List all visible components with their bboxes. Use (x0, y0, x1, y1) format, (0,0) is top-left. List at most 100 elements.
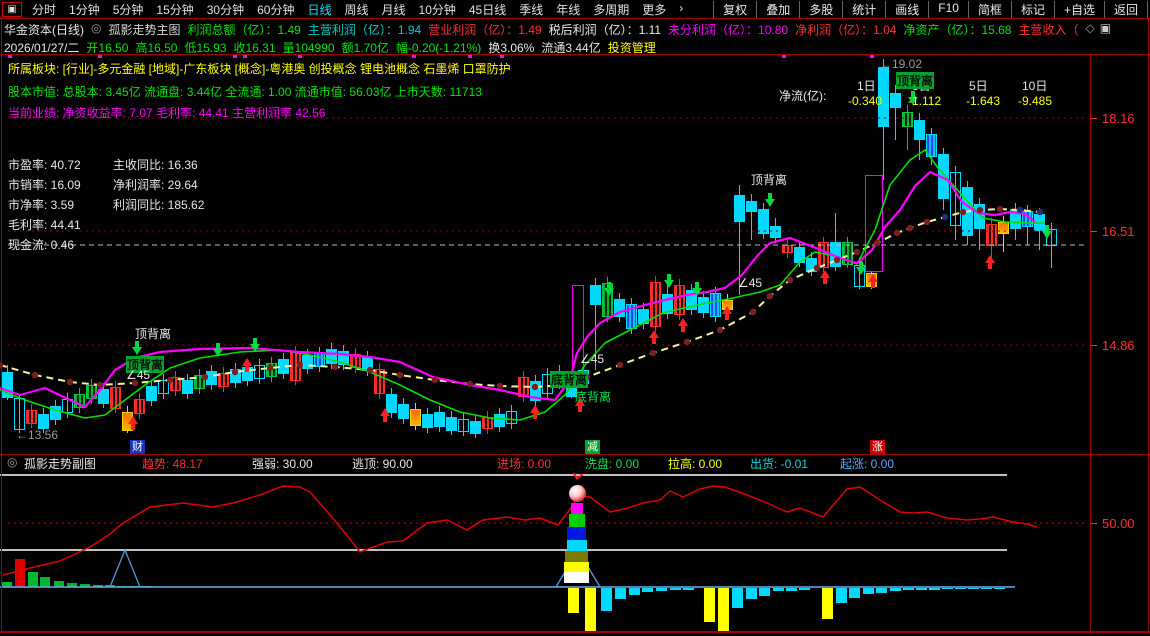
menu-item-季线[interactable]: 季线 (519, 2, 544, 17)
candle (50, 406, 61, 420)
volume-bar (40, 577, 50, 587)
candle-wick (511, 405, 512, 429)
candle (662, 294, 673, 314)
menu-button-+自选[interactable]: +自选 (1053, 0, 1104, 18)
signal-stack-block (564, 572, 589, 583)
menu-item-5分钟[interactable]: 5分钟 (112, 2, 144, 17)
sell-arrow-icon (664, 274, 674, 288)
subchart-value: 趋势: 48.17 (142, 457, 203, 471)
signal-dot (500, 54, 504, 58)
sell-arrow-icon (250, 338, 260, 352)
financial-value: 主营利润（亿）：1.94 (307, 23, 422, 37)
ratio-label: 市盈率: 40.72 (8, 158, 81, 172)
flow-bar-cyan (615, 588, 626, 599)
signal-stack-block (565, 551, 588, 562)
menu-item-45日线[interactable]: 45日线 (468, 2, 507, 17)
menu-item-日线[interactable]: 日线 (307, 2, 332, 17)
menu-item-月线[interactable]: 月线 (381, 2, 406, 17)
menu-item-15分钟[interactable]: 15分钟 (156, 2, 194, 17)
buy-arrow-icon (242, 358, 252, 372)
stock-title[interactable]: 华金资本(日线) (4, 23, 84, 37)
menu-button-统计[interactable]: 统计 (842, 0, 885, 18)
financial-segments: 利润总额（亿）：1.49 主营利润（亿）：1.94 营业利润（亿）：1.49 税后利润… (188, 21, 1079, 38)
volume-bar (54, 581, 64, 587)
flow-bar-yellow (718, 588, 729, 632)
signal-dot (233, 54, 237, 58)
ratio-label: 市销率: 16.09 (8, 178, 81, 192)
flow-bar-cyan (629, 588, 640, 595)
menu-button-F10[interactable]: F10 (928, 0, 968, 18)
menu-item-更多[interactable]: 更多 (642, 2, 667, 17)
ohlc-row: 2026/01/27/二 开16.50 高16.50 低15.93 收16.31 量104… (4, 39, 656, 56)
event-marker-减[interactable]: 减 (585, 440, 600, 454)
volume-bar (2, 582, 12, 587)
subchart-dropdown-icon[interactable]: ◎ (7, 455, 18, 469)
candle (170, 377, 181, 391)
menu-item-周线[interactable]: 周线 (344, 2, 369, 17)
menu-item-30分钟[interactable]: 30分钟 (206, 2, 245, 17)
annotation: ∠45 (126, 368, 151, 382)
candle-wick (463, 413, 464, 436)
panel-corner-icon[interactable]: ▣ (1099, 21, 1112, 35)
annotation: 底背离 (550, 371, 589, 388)
menu-item-分时[interactable]: 分时 (32, 2, 57, 17)
subchart-value: 进场: 0.00 (497, 457, 552, 471)
event-marker-财[interactable]: 财 (130, 440, 145, 454)
window-icon[interactable]: ▣ (2, 1, 22, 17)
candle (422, 414, 433, 428)
buy-arrow-icon (985, 255, 995, 269)
buy-arrow-icon (575, 398, 585, 412)
frame-line (0, 631, 1150, 633)
menu-item-年线[interactable]: 年线 (556, 2, 581, 17)
candle-wick (163, 374, 164, 399)
ohlc-value: 量104990 (282, 41, 335, 55)
menu-item-1分钟[interactable]: 1分钟 (69, 2, 100, 17)
signal-dot (8, 54, 12, 58)
indicator-dropdown-icon[interactable]: ◎ (91, 21, 102, 35)
candle (734, 195, 745, 222)
sell-arrow-icon (604, 282, 614, 296)
menu-button-画线[interactable]: 画线 (885, 0, 928, 18)
panel-icons[interactable]: ◇ ▣ (1085, 21, 1111, 38)
menu-more-arrow-icon[interactable]: › (679, 0, 684, 15)
buy-arrow-icon (649, 330, 659, 344)
frame-line (0, 54, 1150, 55)
menu-button-标记[interactable]: 标记 (1010, 0, 1054, 18)
candle (398, 404, 409, 419)
main-indicator-name[interactable]: 孤影走势主图 (108, 23, 181, 37)
candle-wick (19, 394, 20, 433)
event-marker-涨[interactable]: 涨 (870, 440, 885, 454)
menu-button-返回[interactable]: 返回 (1103, 0, 1148, 18)
menu-item-60分钟[interactable]: 60分钟 (257, 2, 295, 17)
candle (974, 204, 985, 229)
volume-bar (28, 572, 38, 587)
subchart-value: 拉高: 0.00 (668, 457, 723, 471)
financial-value: 税后利润（亿）：1.11 (548, 23, 662, 37)
financial-value: 营业利润（亿）：1.49 (428, 23, 542, 37)
buy-arrow-icon (722, 306, 732, 320)
menu-item-多周期[interactable]: 多周期 (593, 2, 630, 17)
flow-bar-cyan (799, 588, 810, 590)
menu-button-复权[interactable]: 复权 (713, 0, 756, 18)
stock-info-row: 华金资本(日线) ◎ 孤影走势主图 利润总额（亿）：1.49 主营利润（亿）：1.… (4, 21, 1111, 38)
candle-wick (259, 359, 260, 384)
flow-bar-cyan (759, 588, 770, 596)
panel-corner-icon[interactable]: ◇ (1085, 21, 1095, 35)
menu-button-叠加[interactable]: 叠加 (756, 0, 799, 18)
candle-wick (895, 85, 896, 140)
menu-button-多股[interactable]: 多股 (799, 0, 842, 18)
menu-button-简框[interactable]: 简框 (967, 0, 1011, 18)
flow-bar-cyan (929, 588, 940, 590)
annotation: 底背离 (575, 390, 612, 404)
subchart-value: 起涨: 0.00 (840, 457, 895, 471)
frame-line (1148, 18, 1149, 632)
sell-arrow-icon (1042, 225, 1052, 239)
ohlc-value: 换3.06% (488, 41, 535, 55)
subchart-header: ◎ 孤影走势副图 趋势: 48.17 强弱: 30.00 逃顶: 90.00 进场: 0… (0, 455, 1150, 471)
tool-menu: 复权 叠加 多股 统计 画线 F10 简框 标记 +自选 返回 (713, 0, 1148, 18)
signal-stack-block (567, 540, 587, 551)
candle (302, 355, 313, 369)
menu-item-10分钟[interactable]: 10分钟 (418, 2, 456, 17)
candle (674, 285, 685, 315)
financial-value: 主营收入（ (1018, 23, 1079, 37)
